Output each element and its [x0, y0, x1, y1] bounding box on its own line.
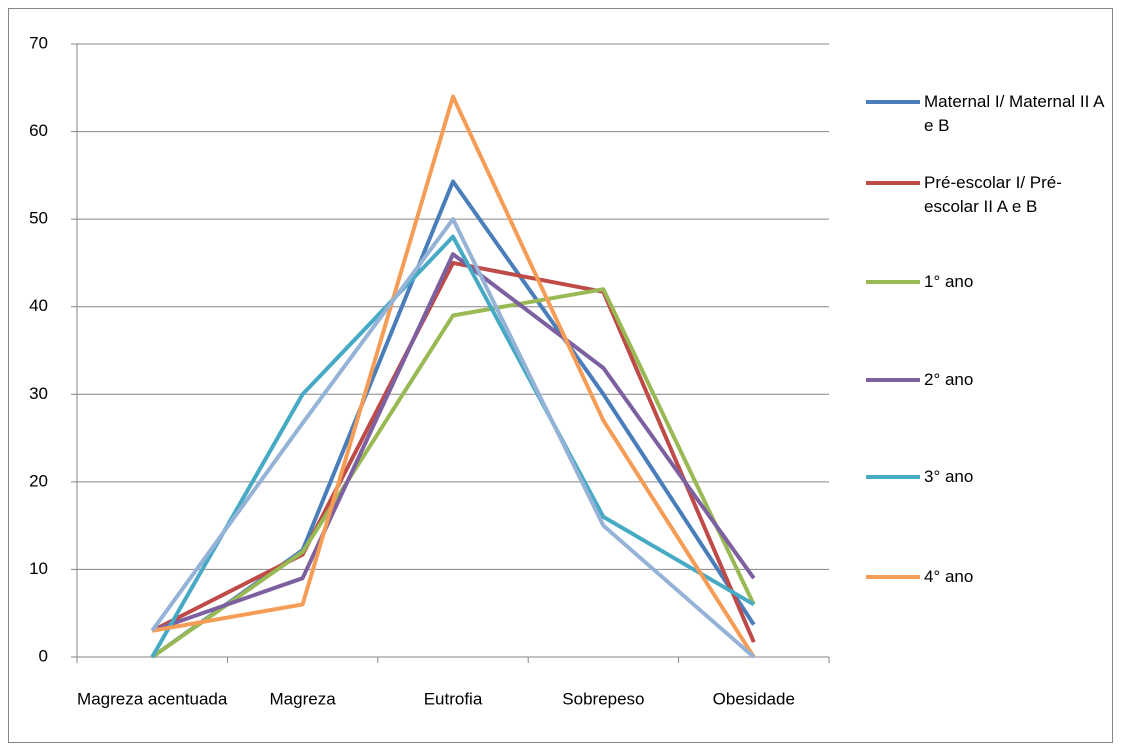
legend-label: Maternal I/ Maternal II A e B	[924, 92, 1104, 135]
x-tick-label: Eutrofia	[424, 689, 483, 708]
y-tick-label: 30	[29, 384, 48, 403]
legend-label: 3° ano	[924, 467, 974, 486]
series-line	[151, 287, 756, 659]
y-tick-label: 0	[39, 646, 48, 665]
series-line	[150, 234, 755, 658]
chart-border	[8, 8, 1113, 743]
y-tick-label: 50	[29, 209, 48, 228]
series-line	[151, 94, 756, 659]
x-tick-label: Sobrepeso	[562, 689, 644, 708]
y-tick-label: 10	[29, 559, 48, 578]
legend-label: 1° ano	[924, 272, 974, 291]
y-tick-label: 40	[29, 296, 48, 315]
x-tick-label: Obesidade	[713, 689, 795, 708]
legend-label: 2° ano	[924, 370, 974, 389]
x-tick-label: Magreza	[270, 689, 337, 708]
legend-label: 4° ano	[924, 567, 974, 586]
legend-label: Pré-escolar I/ Pré-escolar II A e B	[924, 173, 1062, 216]
series-line	[150, 217, 756, 659]
series-line	[151, 260, 756, 643]
x-tick-label: Magreza acentuada	[77, 689, 228, 708]
series-line	[151, 252, 756, 633]
y-tick-label: 60	[29, 121, 48, 140]
y-tick-label: 20	[29, 471, 48, 490]
y-tick-label: 70	[29, 33, 48, 52]
